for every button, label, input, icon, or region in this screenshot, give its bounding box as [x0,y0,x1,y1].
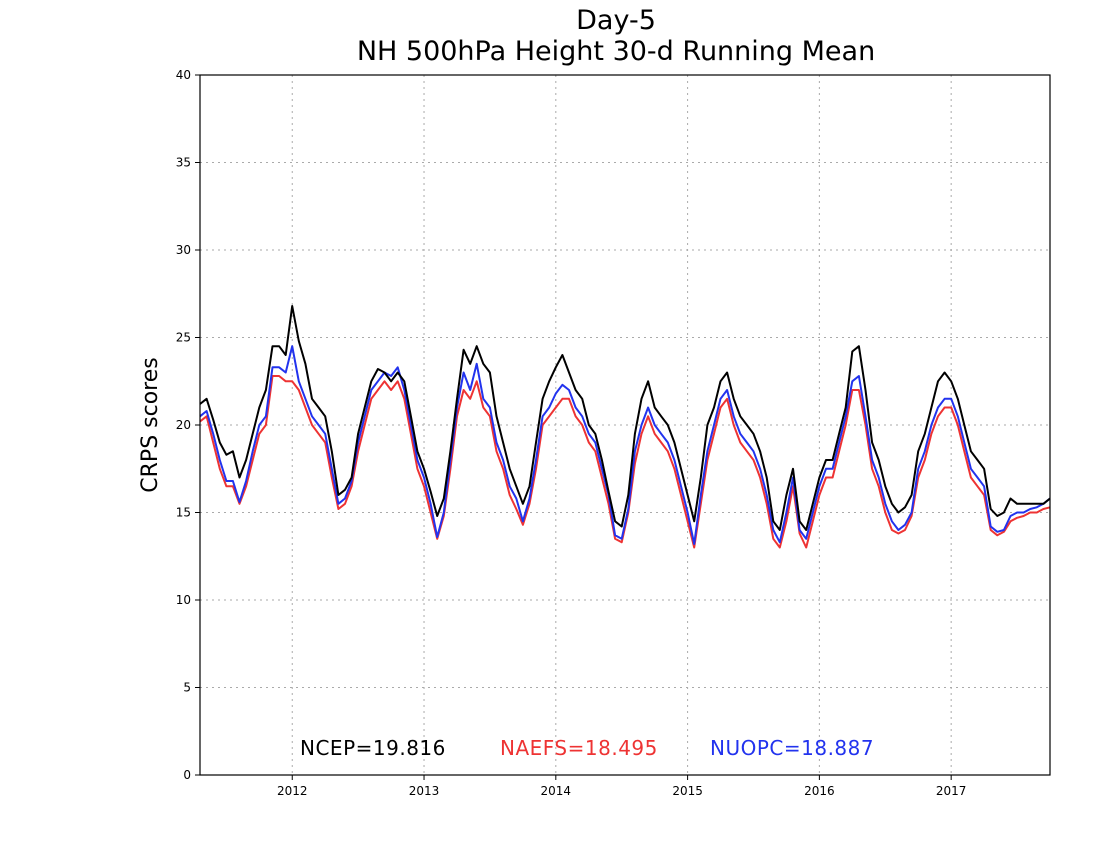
series-layer [199,305,1051,549]
legend-nuopc: NUOPC=18.887 [710,736,874,760]
plot-frame [199,74,1051,776]
legend-naefs: NAEFS=18.495 [500,736,658,760]
chart-title: Day-5 [576,5,656,36]
axis-layer: 0 5 10 15 20 25 30 35 40 2012 2013 2014 2015 2016 2017 [176,68,967,798]
grid-layer [200,75,1050,775]
y-tick-label: 40 [176,68,191,82]
x-tick-label: 2016 [804,784,835,798]
series-line-nuopc [199,345,1051,545]
chart-subtitle: NH 500hPa Height 30-d Running Mean [357,36,875,67]
y-tick-label: 15 [176,506,191,520]
series-line-ncep [199,305,1051,531]
x-tick-label: 2012 [277,784,308,798]
y-tick-label: 10 [176,593,191,607]
y-tick-label: 30 [176,243,191,257]
x-tick-label: 2015 [672,784,703,798]
x-tick-label: 2013 [409,784,440,798]
legend-ncep: NCEP=19.816 [300,736,446,760]
y-tick-label: 20 [176,418,191,432]
y-tick-label: 0 [183,768,191,782]
legend: NCEP=19.816 NAEFS=18.495 NUOPC=18.887 [300,736,874,760]
y-tick-label: 5 [183,681,191,695]
x-tick-label: 2014 [541,784,572,798]
x-tick-label: 2017 [936,784,967,798]
y-tick-label: 35 [176,156,191,170]
y-tick-label: 25 [176,331,191,345]
y-axis-label: CRPS scores [138,357,163,492]
